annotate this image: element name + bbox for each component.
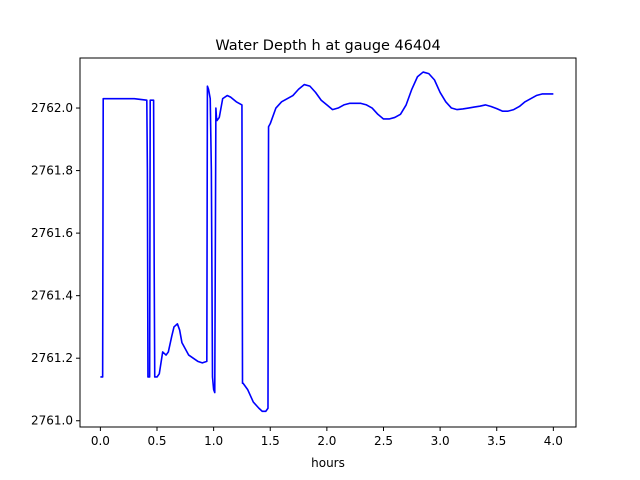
chart-title: Water Depth h at gauge 46404 (215, 38, 440, 54)
x-tick-label: 1.0 (204, 434, 223, 448)
series-line (100, 71, 554, 413)
y-axis: 2761.0 2761.2 2761.4 2761.6 2761.8 2762.0 (31, 101, 80, 428)
x-tick-label: 4.0 (544, 434, 563, 448)
x-tick-label: 0.5 (147, 434, 166, 448)
x-tick-label: 2.0 (317, 434, 336, 448)
plot-frame (79, 57, 577, 428)
x-axis: 0.0 0.5 1.0 1.5 2.0 2.5 3.0 3.5 4.0 (91, 427, 563, 448)
x-tick-label: 3.0 (431, 434, 450, 448)
x-tick-label: 0.0 (91, 434, 110, 448)
y-tick-label: 2761.0 (31, 414, 73, 428)
x-tick-label: 1.5 (261, 434, 280, 448)
y-tick-label: 2761.2 (31, 351, 73, 365)
x-tick-label: 2.5 (374, 434, 393, 448)
x-tick-label: 3.5 (487, 434, 506, 448)
y-tick-label: 2761.8 (31, 164, 73, 178)
plot-area (100, 71, 554, 413)
y-tick-label: 2761.6 (31, 226, 73, 240)
y-tick-label: 2761.4 (31, 289, 73, 303)
x-axis-label: hours (311, 456, 345, 470)
y-tick-label: 2762.0 (31, 101, 73, 115)
